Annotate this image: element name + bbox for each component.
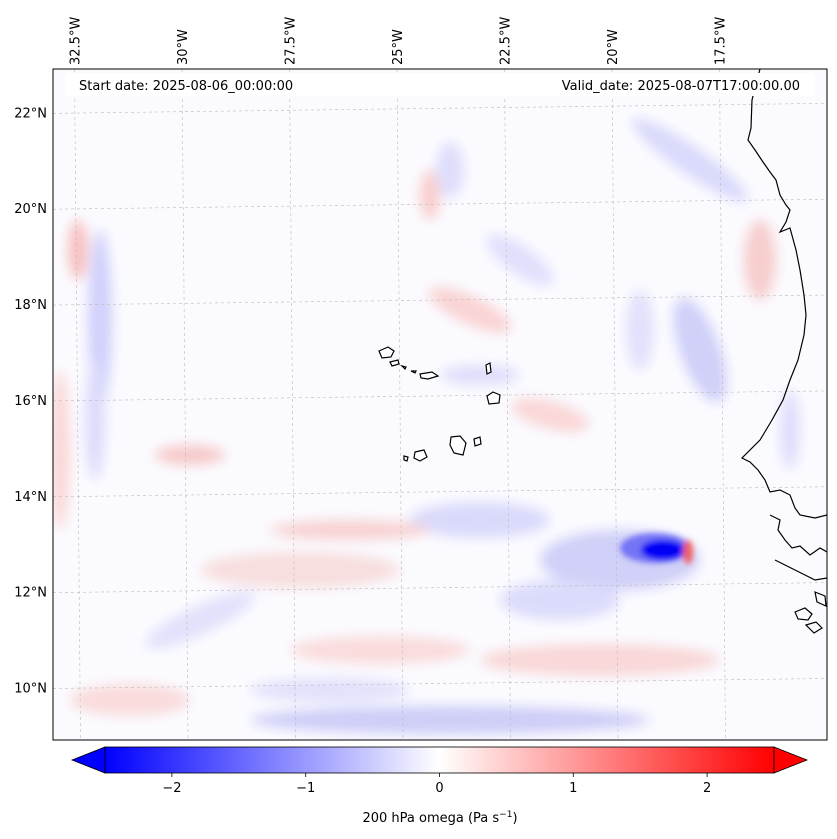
gridline-lon-1	[181, 69, 189, 740]
coastline-guinea-bissau	[774, 559, 827, 581]
island-fogo	[413, 449, 428, 462]
colorbar-tick-label: 2	[703, 781, 711, 796]
gridline-lon-6	[719, 69, 726, 740]
gridlines	[53, 69, 827, 740]
lon-tick-label: 30°W	[176, 29, 191, 65]
bissagos-island-3	[814, 591, 827, 607]
map-frame	[52, 68, 828, 741]
start-date-label: Start date: 2025-08-06_00:00:00	[79, 79, 293, 94]
lat-tick-label: 12°N	[14, 586, 47, 601]
gridline-lon-4	[504, 69, 511, 740]
omega-field	[53, 118, 800, 734]
coastline-gambia	[769, 514, 827, 556]
lat-tick-label: 22°N	[14, 106, 47, 121]
lon-tick-label: 27.5°W	[284, 17, 299, 65]
colorbar: −2 −1 0 1 2 200 hPa omega (Pa s−1)	[70, 746, 809, 826]
island-sao-nicolau-west	[410, 370, 417, 374]
annotation-band	[66, 73, 814, 96]
colorbar-tick-label: −1	[296, 781, 315, 796]
island-boa-vista	[486, 391, 501, 405]
lon-tick-label: 32.5°W	[69, 17, 84, 65]
lon-tick-label: 20°W	[606, 29, 621, 65]
lon-tick-label: 17.5°W	[714, 17, 729, 65]
island-santa-luzia	[400, 364, 407, 371]
lat-tick-label: 18°N	[14, 298, 47, 313]
coastline-main	[740, 69, 827, 519]
gridline-lon-3	[396, 69, 404, 740]
colorbar-extend-high	[773, 746, 809, 774]
lat-tick-label: 20°N	[14, 202, 47, 217]
island-maio	[473, 436, 482, 447]
colorbar-extend-low	[70, 746, 106, 774]
bissagos-island-1	[794, 607, 813, 621]
lat-tick-label: 14°N	[14, 490, 47, 505]
lat-tick-label: 16°N	[14, 394, 47, 409]
lon-tick-label: 22.5°W	[499, 17, 514, 65]
colorbar-gradient	[104, 746, 775, 774]
gridline-lon-2	[289, 69, 296, 740]
island-sao-nicolau	[419, 371, 440, 380]
colorbar-tick-label: 1	[569, 781, 577, 796]
island-santo-antao	[378, 346, 395, 359]
gridline-lon-0	[74, 69, 81, 740]
lat-tick-label: 10°N	[14, 681, 47, 696]
longitude-labels: 32.5°W 30°W 27.5°W 25°W 22.5°W 20°W 17.5°W	[69, 17, 729, 65]
bissagos-island-2	[804, 621, 823, 634]
island-santiago	[449, 435, 467, 456]
cape-verde-islands	[378, 346, 501, 462]
island-brava	[403, 455, 409, 462]
valid-date-label: Valid_date: 2025-08-07T17:00:00.00	[562, 79, 800, 94]
latitude-labels: 22°N 20°N 18°N 16°N 14°N 12°N 10°N	[14, 106, 47, 696]
african-coastline	[740, 69, 827, 634]
island-sao-vicente	[389, 359, 400, 367]
colorbar-ticks: −2 −1 0 1 2	[162, 773, 711, 796]
island-sal	[485, 362, 492, 375]
gridline-lon-5	[611, 69, 619, 740]
lon-tick-label: 25°W	[391, 29, 406, 65]
colorbar-tick-label: 0	[435, 781, 443, 796]
colorbar-label: 200 hPa omega (Pa s−1)	[362, 810, 517, 826]
colorbar-tick-label: −2	[162, 781, 181, 796]
